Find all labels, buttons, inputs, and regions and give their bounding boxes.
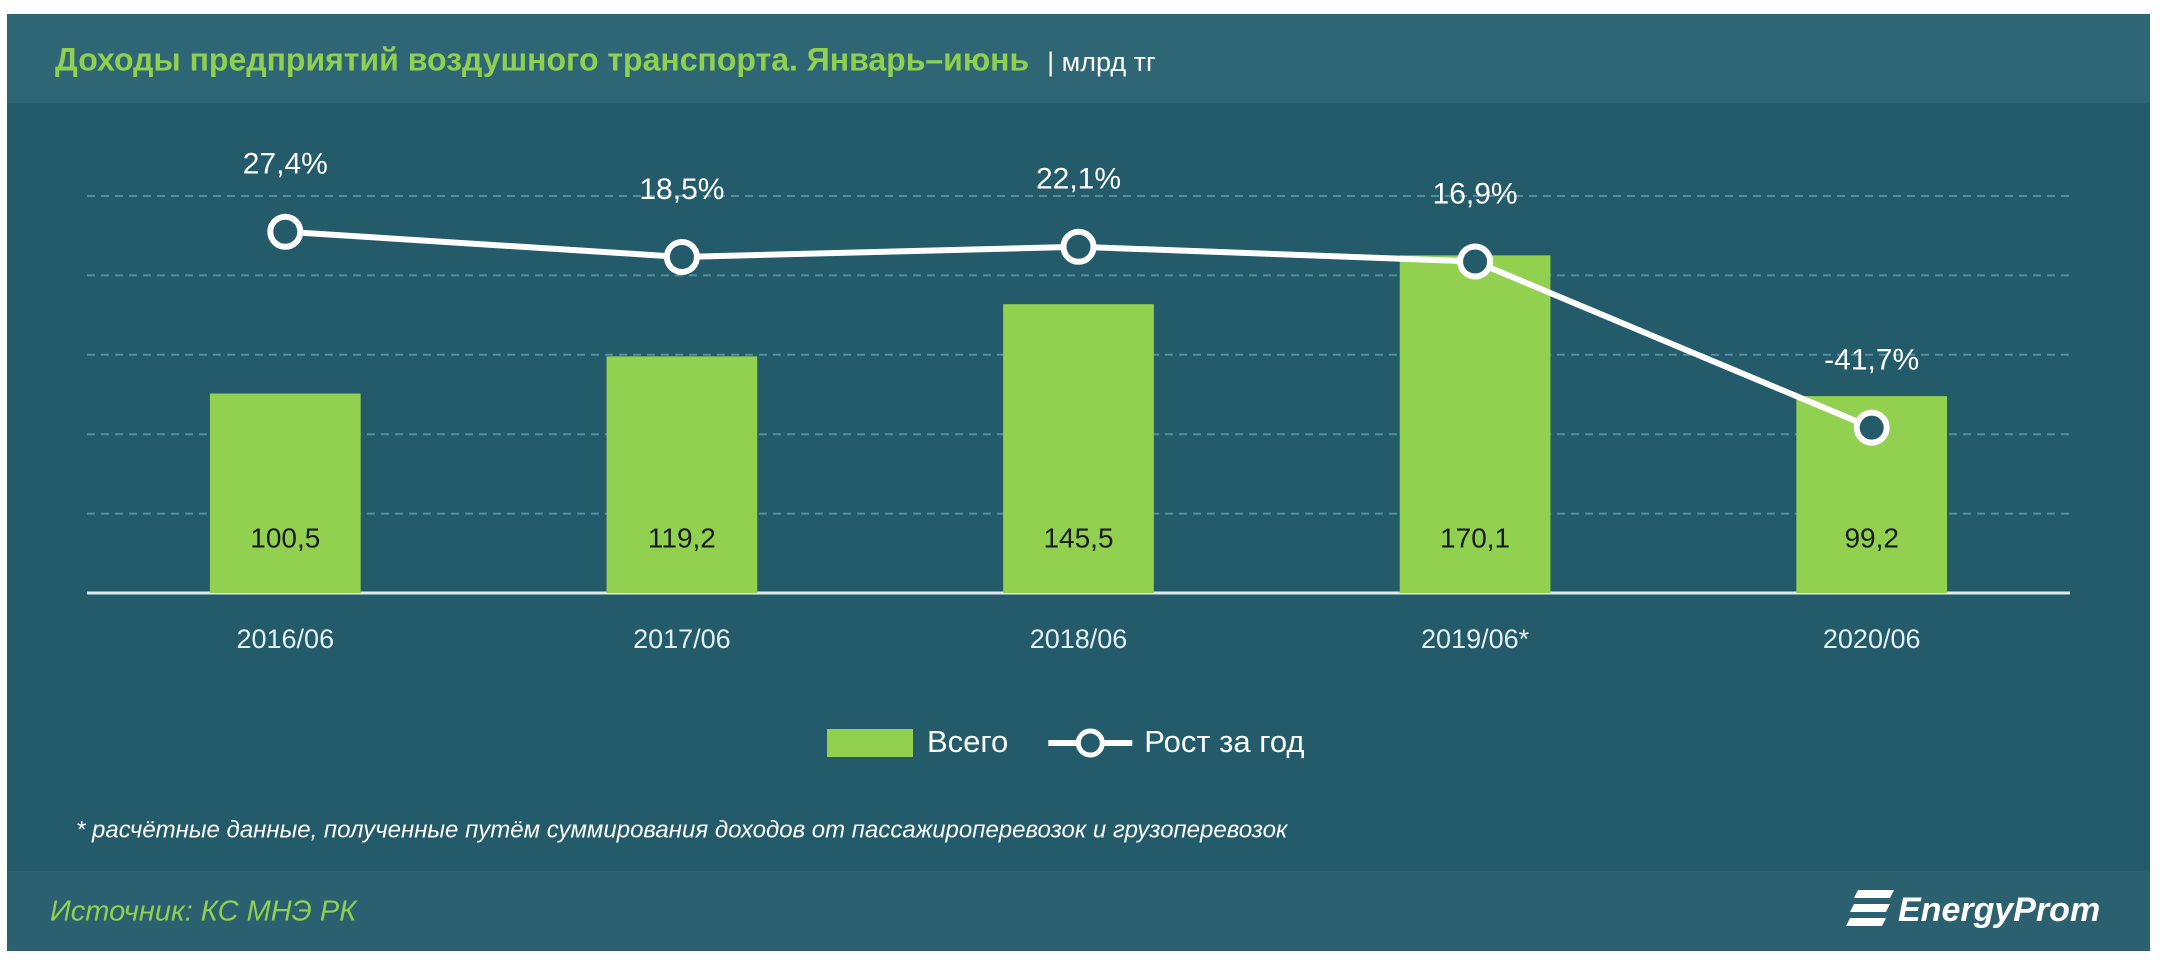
line-value-label: -41,7% [1824,344,1919,377]
legend-swatch [827,729,913,757]
logo-text: EnergyProm [1898,891,2100,929]
legend-label: Всего [927,724,1008,759]
line-marker [663,238,700,275]
x-tick-label: 2017/06 [633,624,731,654]
line-marker [1060,228,1097,265]
bar [1003,304,1154,593]
x-tick-label: 2020/06 [1823,624,1921,654]
x-tick-label: 2019/06* [1421,624,1530,654]
bar-value-label: 145,5 [1043,522,1113,553]
footer-band [7,871,2150,951]
line-value-label: 16,9% [1433,177,1518,210]
legend-label: Рост за год [1144,724,1304,759]
x-tick-label: 2018/06 [1030,624,1128,654]
line-value-label: 18,5% [639,173,724,206]
unit-label: | млрд тг [1047,47,1156,77]
source: Источник: КС МНЭ РК [50,896,358,928]
line-marker [1853,409,1890,446]
bar-value-label: 100,5 [250,522,320,553]
legend-marker [1075,728,1105,758]
x-tick-label: 2016/06 [236,624,334,654]
logo: EnergyProm [1846,890,2100,929]
footnote: * расчётные данные, полученные путём сум… [76,816,1289,843]
bar [209,393,361,593]
chart-title: Доходы предприятий воздушного транспорта… [55,41,1029,77]
bar-value-label: 99,2 [1844,522,1899,553]
line-value-label: 22,1% [1036,163,1121,196]
bar [1399,255,1551,593]
bar [606,356,758,593]
bar-value-label: 170,1 [1440,522,1510,553]
logo-icon [1846,890,1894,926]
line-value-label: 27,4% [243,148,328,181]
line-marker [1457,243,1494,280]
header-band [7,14,2150,103]
line-marker [267,213,304,250]
bar-value-label: 119,2 [648,522,716,553]
